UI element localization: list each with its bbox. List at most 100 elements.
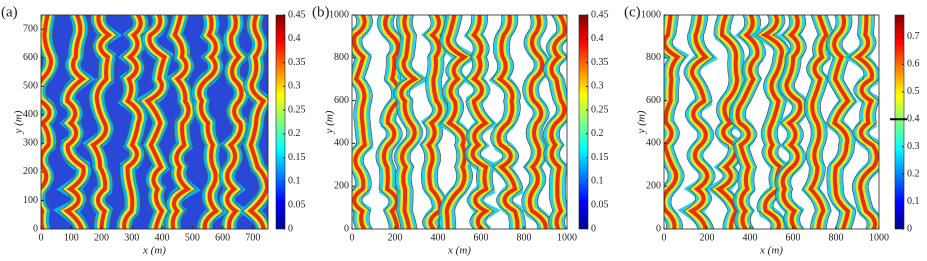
x-tick-label: 600 — [215, 232, 230, 243]
y-axis-label: y (m) — [13, 110, 25, 134]
colorbar-tick-label: 0 — [288, 223, 293, 234]
x-tick-label: 600 — [786, 232, 801, 243]
contour — [480, 15, 495, 229]
x-tick-label: 200 — [388, 232, 403, 243]
contour — [257, 15, 268, 221]
band — [170, 15, 192, 229]
y-axis-label: y (m) — [324, 110, 336, 134]
field — [664, 15, 879, 229]
colorbar-tick-label: 0.15 — [591, 152, 609, 163]
x-tick-label: 800 — [829, 232, 844, 243]
x-tick-label: 800 — [517, 232, 532, 243]
contour — [115, 15, 134, 229]
y-tick-label: 700 — [23, 24, 38, 35]
contour — [464, 15, 479, 229]
colorbar-tick-label: 0.25 — [288, 104, 306, 115]
x-axis-label: x (m) — [142, 245, 166, 257]
field — [41, 15, 268, 229]
x-tick-label: 100 — [64, 232, 79, 243]
contour — [506, 15, 526, 229]
y-tick-label: 1000 — [329, 9, 349, 20]
contour — [848, 15, 870, 229]
y-tick-label: 200 — [23, 166, 38, 177]
plot-frame — [351, 14, 568, 230]
colorbar-tick-label: 0.45 — [288, 9, 306, 20]
contour — [420, 15, 433, 229]
contour — [408, 15, 424, 229]
x-tick-label: 600 — [474, 232, 489, 243]
contour — [131, 15, 150, 229]
contour — [729, 15, 750, 229]
contour — [670, 15, 687, 229]
colorbar — [894, 14, 905, 230]
y-tick-label: 300 — [23, 138, 38, 149]
x-tick-label: 0 — [350, 232, 355, 243]
plot-frame — [663, 14, 880, 230]
contour — [490, 15, 510, 229]
band — [853, 15, 879, 229]
x-tick-label: 400 — [431, 232, 446, 243]
band — [352, 15, 368, 229]
y-tick-label: 600 — [646, 95, 661, 106]
colorbar-tick-label: 0.35 — [591, 57, 609, 68]
x-tick-label: 300 — [124, 232, 139, 243]
colorbar-tick-label: 0.6 — [907, 59, 920, 70]
contour — [164, 15, 181, 229]
contour — [218, 15, 234, 229]
y-tick-label: 200 — [334, 180, 349, 191]
field — [352, 15, 567, 229]
band — [63, 15, 87, 229]
band — [832, 15, 851, 229]
y-tick-label: 800 — [646, 52, 661, 63]
x-tick-label: 0 — [39, 232, 44, 243]
contour — [537, 15, 555, 229]
contour — [558, 38, 567, 229]
band — [144, 15, 167, 229]
x-tick-label: 1000 — [869, 232, 889, 243]
band — [780, 15, 803, 229]
colorbar-tick-label: 0.1 — [907, 196, 920, 207]
band — [760, 15, 784, 229]
colorbar-tick-label: 0.7 — [907, 31, 920, 42]
panel-label: (a) — [1, 4, 18, 20]
y-tick-label: 0 — [33, 223, 38, 234]
band — [399, 15, 419, 229]
contour — [45, 15, 60, 229]
colorbar-tick-label: 0.15 — [288, 152, 306, 163]
x-tick-label: 700 — [245, 232, 260, 243]
contour — [100, 15, 118, 229]
contour — [190, 15, 209, 229]
contour — [438, 15, 458, 229]
x-axis-label: x (m) — [759, 245, 783, 257]
x-tick-label: 1000 — [557, 232, 577, 243]
contour — [790, 15, 809, 229]
y-tick-label: 0 — [656, 223, 661, 234]
colorbar-tick-label: 0.2 — [907, 168, 920, 179]
band — [444, 15, 469, 229]
band — [664, 15, 681, 229]
contour — [392, 15, 408, 229]
contour — [774, 15, 793, 229]
colorbar — [578, 14, 589, 230]
x-axis-label: x (m) — [447, 245, 471, 257]
y-tick-label: 200 — [646, 180, 661, 191]
band — [225, 15, 244, 229]
band — [527, 15, 548, 229]
colorbar-tick-label: 0.25 — [591, 104, 609, 115]
band — [808, 15, 829, 229]
plot-frame — [40, 14, 269, 230]
band — [735, 15, 760, 229]
y-tick-label: 600 — [334, 95, 349, 106]
contour — [864, 15, 879, 217]
colorbar-tick-label: 0.4 — [288, 33, 301, 44]
contour — [802, 15, 819, 229]
colorbar-tick-label: 0.3 — [288, 81, 301, 92]
x-tick-label: 400 — [155, 232, 170, 243]
contour — [710, 15, 730, 229]
band — [381, 15, 402, 229]
y-tick-label: 400 — [23, 109, 38, 120]
contour — [375, 15, 393, 229]
colorbar-tick-label: 0 — [907, 223, 912, 234]
contour — [698, 15, 716, 229]
y-tick-label: 400 — [646, 138, 661, 149]
